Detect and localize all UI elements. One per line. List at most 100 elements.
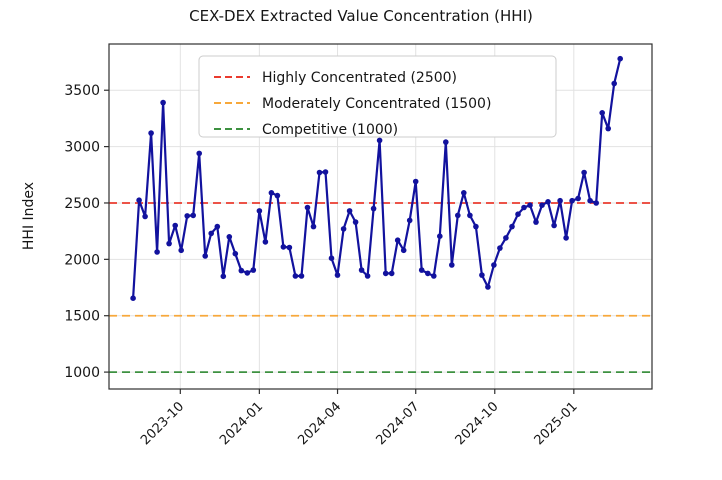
data-point-marker [376,137,383,144]
x-tick-label: 2024-10 [453,399,502,448]
x-tick-label: 2024-01 [217,399,266,448]
y-tick-label: 3500 [64,83,100,99]
data-point-marker [437,233,443,239]
data-point-marker [497,245,503,251]
data-point-marker [533,219,539,225]
data-point-marker [184,213,190,219]
data-point-marker [322,169,329,175]
y-tick-label: 2500 [64,196,100,212]
data-point-marker [358,267,365,273]
data-point-marker [551,222,557,229]
data-point-marker [328,255,335,261]
data-point-marker [593,200,599,206]
data-point-marker [605,125,611,132]
y-tick-label: 1000 [64,365,100,381]
data-point-marker [208,230,214,237]
data-point-marker [280,244,287,250]
data-point-marker [142,213,148,220]
data-point-marker [148,130,154,136]
data-point-marker [250,267,257,273]
data-point-marker [316,169,323,176]
data-point-marker [304,204,311,211]
data-point-marker [130,295,136,302]
data-point-marker [256,208,263,214]
data-point-marker [563,235,569,241]
data-point-marker [352,219,359,225]
data-point-marker [166,240,172,247]
x-tick-label: 2024-07 [374,399,423,448]
data-point-marker [268,190,275,196]
data-point-marker [220,273,227,280]
data-point-marker [503,235,509,241]
data-point-marker [406,217,413,224]
data-point-marker [418,267,425,273]
data-point-marker [467,212,473,219]
y-tick-label: 3000 [64,140,100,156]
data-point-marker [611,80,617,87]
data-point-marker [527,202,533,208]
x-tick-labels: 2023-10 2024-01 2024-04 2024-07 2024-10 2025-… [138,399,581,448]
data-point-marker [515,211,521,217]
data-point-marker [412,178,419,185]
data-point-marker [292,273,299,279]
x-tick-label: 2023-10 [138,399,187,448]
data-point-marker [244,270,251,276]
data-point-marker [160,99,166,106]
data-point-marker [274,192,281,199]
data-point-marker [425,270,431,277]
data-point-marker [382,270,389,277]
data-point-marker [190,212,196,219]
data-point-marker [172,222,178,229]
data-point-marker [310,223,317,230]
data-point-marker [431,273,437,279]
data-point-marker [214,223,221,230]
data-point-marker [455,212,461,219]
data-point-marker [569,197,575,204]
data-point-marker [599,110,605,116]
data-point-marker [262,239,269,245]
data-point-marker [575,195,581,202]
data-point-marker [364,273,371,279]
data-point-marker [545,199,551,205]
chart-title: CEX-DEX Extracted Value Concentration (H… [189,7,533,25]
axis-tick-marks [104,89,575,394]
data-point-marker [557,197,563,204]
data-point-marker [346,208,353,214]
y-tick-label: 2000 [64,252,100,268]
legend-label-moderately-concentrated: Moderately Concentrated (1500) [262,96,491,112]
legend-label-competitive: Competitive (1000) [262,122,398,138]
data-point-marker [449,262,455,268]
data-point-marker [394,237,401,243]
data-point-marker [238,267,245,274]
plot-border [108,43,653,390]
data-point-marker [370,205,377,212]
data-point-marker [479,272,485,278]
reference-lines [109,202,652,373]
data-point-marker [509,223,515,230]
series-polyline [132,58,622,299]
data-point-marker [491,262,497,268]
data-point-marker [443,139,449,145]
data-point-marker [388,270,395,277]
data-point-marker [136,197,142,203]
data-point-marker [196,150,202,157]
data-point-marker [539,202,545,208]
data-point-marker [340,226,347,232]
data-point-marker [400,247,407,254]
data-point-marker [232,250,239,257]
legend: Highly Concentrated (2500) Moderately Co… [198,55,557,138]
data-point-marker [473,223,479,230]
data-point-marker [521,204,527,211]
data-point-marker [298,273,305,279]
legend-label-highly-concentrated: Highly Concentrated (2500) [262,70,457,86]
x-tick-label: 2025-01 [532,399,581,448]
data-point-marker [286,244,293,251]
y-tick-labels: 1000 1500 2000 2500 3000 3500 [64,83,100,381]
y-tick-label: 1500 [64,309,100,325]
data-point-marker [485,284,491,290]
data-point-marker [202,253,208,259]
data-point-marker [334,272,341,278]
data-point-marker [617,55,623,62]
data-point-marker [581,169,587,176]
legend-box [198,55,557,138]
